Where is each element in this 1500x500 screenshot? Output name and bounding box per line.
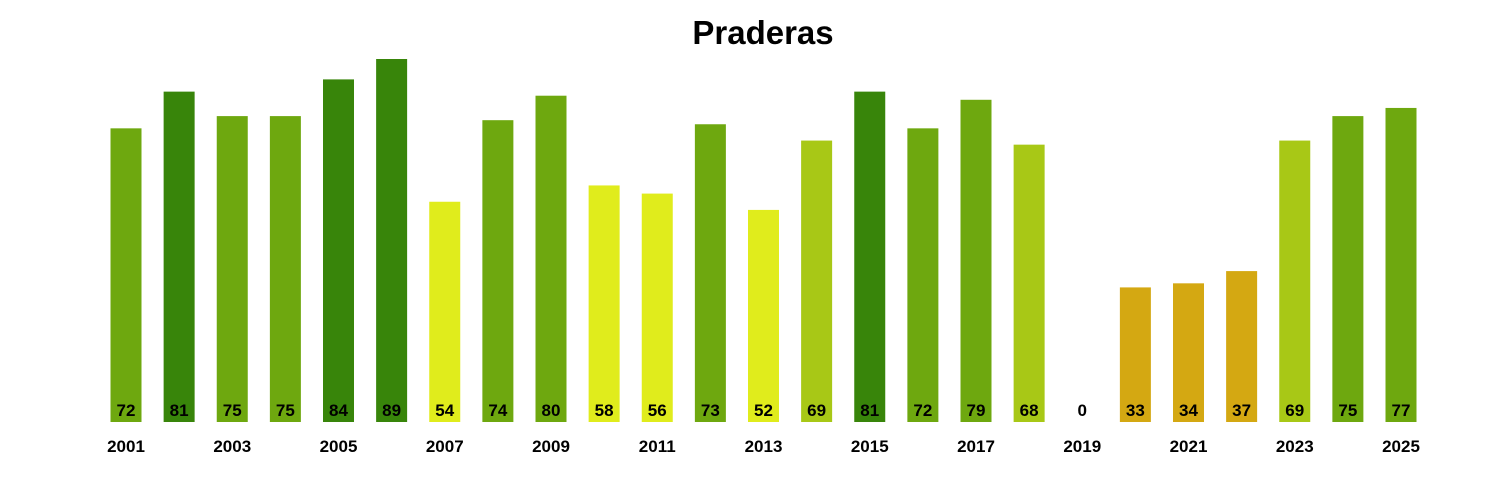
bar-2023 xyxy=(1279,140,1311,422)
x-tick-label: 2021 xyxy=(1170,437,1208,456)
data-label-2010: 58 xyxy=(595,401,614,420)
bar-2020 xyxy=(1119,287,1151,422)
bar-2002 xyxy=(163,91,195,422)
data-label-2019: 0 xyxy=(1078,401,1087,420)
bar-2003 xyxy=(216,116,248,422)
data-label-2007: 54 xyxy=(435,401,454,420)
x-tick-label: 2019 xyxy=(1063,437,1101,456)
data-label-2005: 84 xyxy=(329,401,348,420)
bar-2013 xyxy=(748,209,779,422)
bar-2014 xyxy=(801,140,833,422)
x-tick-label: 2015 xyxy=(851,437,889,456)
data-label-2014: 69 xyxy=(807,401,826,420)
x-tick-label: 2025 xyxy=(1382,437,1420,456)
bar-2024 xyxy=(1332,116,1364,422)
data-label-2013: 52 xyxy=(754,401,773,420)
data-label-2001: 72 xyxy=(117,401,136,420)
x-tick-label: 2005 xyxy=(320,437,358,456)
bar-2017 xyxy=(960,99,992,423)
data-label-2011: 56 xyxy=(648,401,667,420)
bar-2011 xyxy=(641,193,673,422)
chart-title: Praderas xyxy=(692,14,833,51)
x-tick-label: 2001 xyxy=(107,437,145,456)
x-tick-label: 2011 xyxy=(639,437,676,456)
bar-2010 xyxy=(588,185,620,422)
data-label-2008: 74 xyxy=(488,401,507,420)
data-label-2015: 81 xyxy=(860,401,879,420)
data-label-2002: 81 xyxy=(170,401,189,420)
bar-2006 xyxy=(376,59,408,422)
data-label-2003: 75 xyxy=(223,401,242,420)
bar-2022 xyxy=(1226,271,1258,422)
x-tick-label: 2003 xyxy=(213,437,251,456)
bar-2016 xyxy=(907,128,939,422)
bar-2005 xyxy=(323,79,354,423)
data-label-2025: 77 xyxy=(1392,401,1411,420)
bar-2007 xyxy=(429,201,461,422)
x-tick-label: 2013 xyxy=(745,437,783,456)
bar-2009 xyxy=(535,95,567,423)
bar-2021 xyxy=(1173,283,1204,422)
data-label-2021: 34 xyxy=(1179,401,1198,420)
bar-2008 xyxy=(482,120,514,422)
bar-2018 xyxy=(1013,144,1045,423)
data-label-2009: 80 xyxy=(542,401,561,420)
data-label-2022: 37 xyxy=(1232,401,1251,420)
x-tick-label: 2007 xyxy=(426,437,464,456)
data-label-2012: 73 xyxy=(701,401,720,420)
bar-2004 xyxy=(269,116,301,422)
data-label-2023: 69 xyxy=(1285,401,1304,420)
x-tick-label: 2023 xyxy=(1276,437,1314,456)
data-label-2006: 89 xyxy=(382,401,401,420)
bar-2001 xyxy=(110,128,142,422)
data-label-2017: 79 xyxy=(967,401,986,420)
x-tick-label: 2009 xyxy=(532,437,570,456)
bar-2015 xyxy=(854,91,886,422)
x-tick-label: 2017 xyxy=(957,437,995,456)
bar-2025 xyxy=(1385,107,1417,422)
data-label-2024: 75 xyxy=(1338,401,1357,420)
bar-2012 xyxy=(694,124,726,423)
data-label-2004: 75 xyxy=(276,401,295,420)
data-label-2018: 68 xyxy=(1020,401,1039,420)
data-label-2016: 72 xyxy=(913,401,932,420)
data-label-2020: 33 xyxy=(1126,401,1145,420)
